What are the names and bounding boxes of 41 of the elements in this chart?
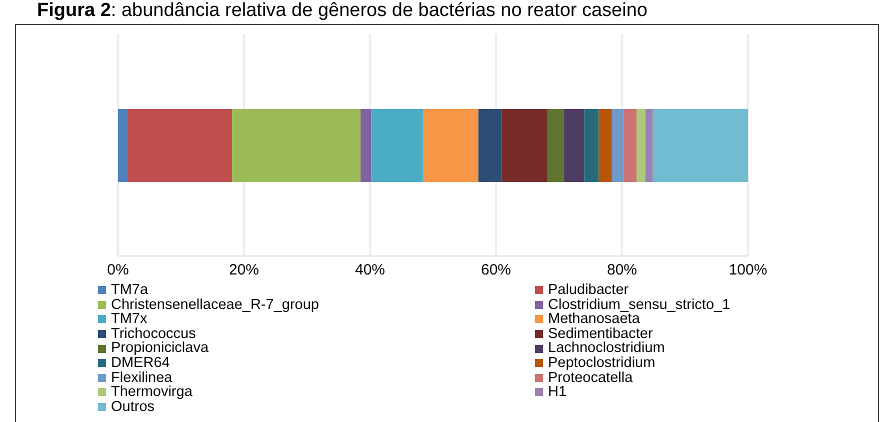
legend-label: Propioniciclava (111, 340, 209, 356)
legend-label: Trichococcus (111, 326, 196, 342)
legend-label: Peptoclostridium (548, 354, 656, 371)
legend-label: Proteocatella (548, 370, 633, 386)
bar (548, 109, 564, 182)
x-tick-label: 0% (107, 262, 129, 279)
x-tick-label: 60% (480, 262, 512, 279)
legend-label: Lachnoclostridium (548, 340, 665, 356)
bar (502, 109, 548, 182)
legend-label: Christensenellaceae_R-7_group (111, 296, 319, 313)
bar (371, 109, 423, 182)
legend-label: Clostridium_sensu_stricto_1 (548, 296, 730, 313)
legend-label: TM7x (111, 311, 148, 328)
legend-label: TM7a (111, 282, 148, 298)
x-tick-label: 80% (606, 262, 638, 279)
x-tick-label: 40% (354, 262, 386, 279)
bar (645, 109, 653, 182)
bar (652, 109, 748, 182)
legend-label: Flexilinea (111, 370, 172, 386)
legend-label: Outros (111, 398, 155, 415)
bar (623, 109, 636, 182)
bar (360, 109, 372, 182)
bar (118, 109, 128, 182)
legend-label: Paludibacter (548, 282, 629, 298)
bar (478, 109, 502, 182)
x-tick-label: 20% (228, 262, 260, 279)
bar (612, 109, 624, 182)
chart-title: Figura 2: abundância relativa de gêneros de bactérias no reator caseino (37, 0, 648, 21)
bar (598, 109, 612, 182)
bar (127, 109, 232, 182)
bar (636, 109, 646, 182)
bar (564, 109, 584, 182)
legend-label: DMER64 (111, 354, 170, 371)
legend-label: Sedimentibacter (548, 326, 653, 342)
bar (584, 109, 599, 182)
x-tick-label: 100% (728, 262, 768, 279)
legend-label: Thermovirga (111, 384, 192, 400)
legend-label: H1 (548, 384, 567, 400)
bar (232, 109, 361, 182)
bar (422, 109, 478, 182)
legend-label: Methanosaeta (548, 311, 640, 328)
